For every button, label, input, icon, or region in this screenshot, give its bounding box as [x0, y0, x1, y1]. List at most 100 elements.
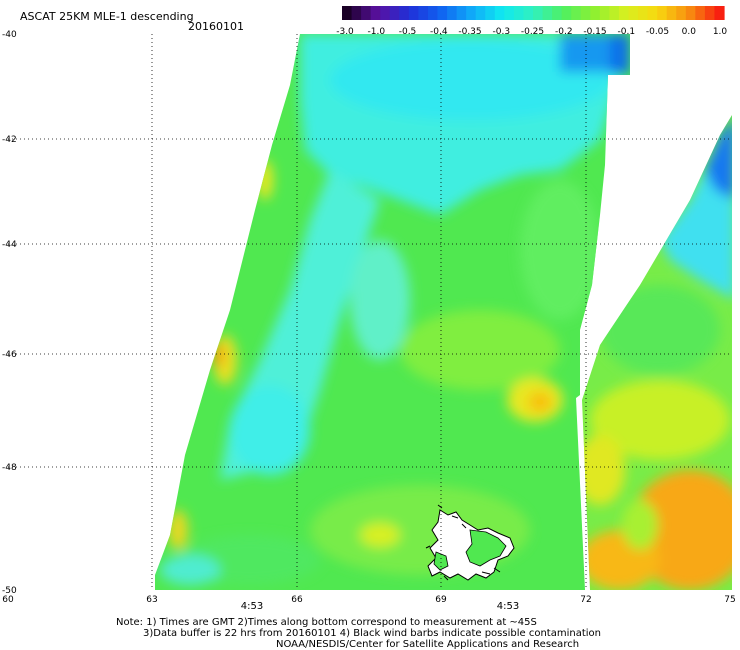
colorbar-swatch: [456, 6, 467, 20]
colorbar-tick-label: -0.3: [493, 27, 511, 37]
colorbar-swatch: [647, 6, 658, 20]
colorbar-swatch: [704, 6, 716, 20]
yellow-edge-bottom-left: [168, 510, 188, 550]
colorbar-swatch: [351, 6, 362, 20]
colorbar-swatch: [342, 6, 353, 20]
colorbar-swatch: [399, 6, 410, 20]
colorbar-swatch: [447, 6, 458, 20]
chart-date: 20160101: [188, 20, 244, 33]
note-line-2: 3)Data buffer is 22 hrs from 20160101 4)…: [143, 628, 601, 639]
swath-right-blobs: [582, 115, 732, 590]
colorbar-swatch: [475, 6, 486, 20]
green-spot-bottom-right: [622, 500, 658, 550]
green-region-right-mid: [600, 285, 720, 375]
colorbar-labels: -3.0 -1.0 -0.5 -0.4 -0.35 -0.3 -0.25 -0.2 -0.15 -…: [336, 27, 727, 37]
latitude-tick-label: -44: [2, 240, 17, 250]
colorbar-swatch: [389, 6, 400, 20]
longitude-tick-label: 69: [435, 595, 447, 605]
latitude-tick-label: -46: [2, 350, 17, 360]
longitude-tick-label: 60: [2, 595, 14, 605]
colorbar-swatch: [618, 6, 630, 20]
note-line-3: NOAA/NESDIS/Center for Satellite Applica…: [276, 639, 579, 650]
note-line-1: Note: 1) Times are GMT 2)Times along bot…: [116, 617, 537, 628]
longitude-labels: 60 63 66 69 72 75: [2, 595, 735, 605]
time-label-2: 4:53: [497, 601, 519, 612]
colorbar-swatch: [628, 6, 639, 20]
colorbar-swatch: [561, 6, 572, 20]
colorbar-swatch: [695, 6, 706, 20]
island-land-green-west: [433, 551, 449, 571]
colorbar-tick-label: 1.0: [713, 27, 728, 37]
colorbar-tick-label: -0.15: [583, 27, 606, 37]
chart-title: ASCAT 25KM MLE-1 descending: [20, 10, 194, 23]
colorbar-tick-label: -0.05: [646, 27, 669, 37]
colorbar-swatch: [714, 6, 725, 20]
colorbar-swatch: [408, 6, 419, 20]
colorbar-swatch: [466, 6, 477, 20]
orange-spot-center: [528, 392, 552, 412]
colorbar-swatch: [685, 6, 696, 20]
colorbar-tick-label: -0.4: [430, 27, 448, 37]
colorbar-swatch: [580, 6, 591, 20]
longitude-tick-label: 63: [146, 595, 157, 605]
colorbar-swatch: [380, 6, 391, 20]
yellow-spot-lower: [360, 523, 400, 547]
blue-top-edge: [610, 34, 630, 74]
colorbar-tick-label: -0.5: [399, 27, 417, 37]
colorbar-tick-label: -0.35: [458, 27, 481, 37]
map-area: -40 -42 -44 -46 -48 -50 60 63 66 69 72 75 4:53 4:5…: [2, 30, 736, 612]
colorbar-swatch: [427, 6, 439, 20]
longitude-tick-label: 66: [291, 595, 303, 605]
latitude-tick-label: -48: [2, 463, 17, 473]
colorbar-swatch: [571, 6, 582, 20]
map-gridlines: [8, 34, 732, 590]
colorbar-swatch: [676, 6, 687, 20]
colorbar-tick-label: -0.1: [618, 27, 636, 37]
longitude-tick-label: 75: [724, 595, 735, 605]
colorbar-tick-label: 0.0: [682, 27, 697, 37]
colorbar-tick-label: -3.0: [336, 27, 354, 37]
colorbar-swatch: [494, 6, 505, 20]
colorbar-swatch: [437, 6, 448, 20]
yellow-region-right-low: [582, 435, 625, 505]
longitude-tick-label: 72: [580, 595, 591, 605]
colorbar-swatch: [666, 6, 677, 20]
colorbar-tick-label: -0.2: [555, 27, 573, 37]
lime-region-center: [400, 310, 560, 390]
yellow-region-right: [590, 380, 730, 460]
colorbar-swatch: [523, 6, 534, 20]
colorbar-swatch: [542, 6, 553, 20]
island-coast-detail: [425, 504, 501, 581]
scatterometer-swath-main: [155, 34, 630, 590]
colorbar-swatch: [657, 6, 668, 20]
cyan-region-top: [330, 40, 610, 120]
colorbar-swatch: [638, 6, 649, 20]
green-region-right: [520, 180, 600, 320]
colorbar-tick-label: -1.0: [368, 27, 386, 37]
cyan-region-mid: [350, 240, 410, 360]
colorbar-swatch: [504, 6, 515, 20]
latitude-tick-label: -42: [2, 135, 17, 145]
latitude-tick-label: -50: [2, 586, 17, 596]
colorbar-swatch: [485, 6, 496, 20]
colorbar-swatch: [533, 6, 544, 20]
colorbar: -3.0 -1.0 -0.5 -0.4 -0.35 -0.3 -0.25 -0.2 -0.15 -…: [336, 6, 727, 37]
colorbar-swatch: [609, 6, 620, 20]
colorbar-swatches: [342, 6, 725, 20]
swath-color-blobs: [160, 34, 630, 585]
island-land-green: [465, 529, 507, 567]
colorbar-swatch: [418, 6, 429, 20]
colorbar-swatch: [552, 6, 563, 20]
colorbar-swatch: [599, 6, 610, 20]
colorbar-tick-label: -0.25: [521, 27, 544, 37]
colorbar-swatch: [590, 6, 601, 20]
cyan-region-lower: [230, 385, 310, 475]
colorbar-swatch: [370, 6, 381, 20]
blue-region-right: [705, 115, 732, 200]
colorbar-swatch: [361, 6, 372, 20]
kerguelen-island: [425, 504, 515, 581]
time-label-1: 4:53: [241, 601, 263, 612]
cyan-region-bottom-left: [160, 555, 220, 585]
colorbar-swatch: [513, 6, 525, 20]
